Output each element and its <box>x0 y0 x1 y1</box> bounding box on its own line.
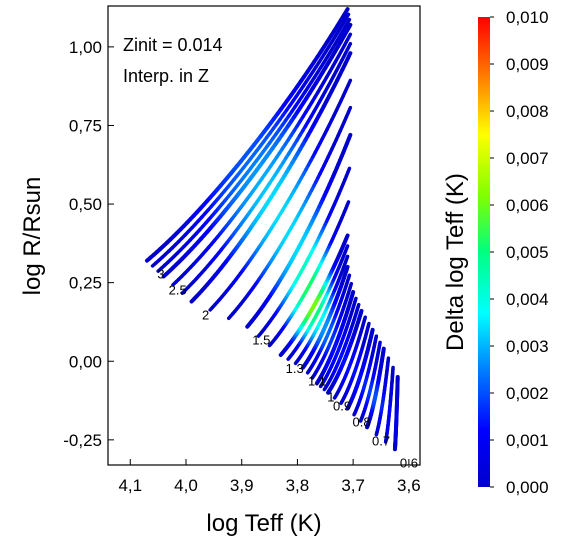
track-segment <box>344 264 350 272</box>
track-segment <box>344 17 352 27</box>
track-mass-label: 1.3 <box>286 361 304 376</box>
colorbar-tick-label: 0,001 <box>506 431 549 450</box>
x-tick-label: 4,0 <box>174 476 198 495</box>
colorbar-ticks: 0,000 0,001 0,002 0,003 0,004 0,005 0,006 0,007… <box>490 8 549 497</box>
x-tick-label: 3,8 <box>286 476 310 495</box>
track-segment <box>346 78 353 88</box>
x-axis-label: log Teff (K) <box>206 510 321 537</box>
track-segment <box>358 308 364 315</box>
track-mass-label: 1.5 <box>252 333 270 348</box>
track-mass-label: 2 <box>202 308 209 323</box>
colorbar-tick-label: 0,000 <box>506 478 549 497</box>
annotation-zinit: Zinit = 0.014 <box>123 35 223 55</box>
plot-frame <box>107 5 421 466</box>
colorbar-tick-label: 0,005 <box>506 243 549 262</box>
track-mass-label: 1 <box>327 389 334 404</box>
track-segment <box>350 290 356 297</box>
track-mass-label: 1.1 <box>308 374 326 389</box>
track-layer <box>145 7 400 452</box>
y-tick-label: 0,75 <box>69 116 102 135</box>
mass-labels: 3 2.5 2 1.5 1.3 1.110.90.80.7 0.6 <box>157 267 418 471</box>
track-segment <box>345 41 353 52</box>
track-mass-label: 2.5 <box>169 282 187 297</box>
track-segment <box>345 51 353 61</box>
colorbar-tick-label: 0,004 <box>506 290 549 309</box>
x-tick-label: 3,7 <box>341 476 365 495</box>
y-tick-label: -0,25 <box>63 431 102 450</box>
track-segment <box>345 32 353 42</box>
y-tick-label: 0,50 <box>69 195 102 214</box>
y-tick-label: 1,00 <box>69 38 102 57</box>
track-segment <box>344 254 350 261</box>
track-segment <box>344 233 350 241</box>
track-segment <box>346 132 353 142</box>
track-mass-label: 0.8 <box>353 414 371 429</box>
track-mass-label: 0.6 <box>400 455 418 470</box>
y-tick-label: 0,00 <box>69 352 102 371</box>
x-tick-label: 4,1 <box>118 476 142 495</box>
track-segment <box>345 22 353 33</box>
x-tick-label: 3,6 <box>397 476 421 495</box>
track-segment <box>353 296 358 303</box>
colorbar-tick-label: 0,009 <box>506 55 549 74</box>
track-segment <box>346 166 352 174</box>
track-segment <box>348 281 354 288</box>
x-tick-label: 3,9 <box>230 476 254 495</box>
x-axis: 4,1 4,0 3,9 3,8 3,7 3,6 <box>118 459 421 495</box>
colorbar-tick-label: 0,002 <box>506 384 549 403</box>
track-segment <box>356 302 361 309</box>
track-mass-label: 0.9 <box>333 399 351 414</box>
track-mass-label: 3 <box>157 267 164 282</box>
track-segment <box>344 244 350 251</box>
colorbar-tick-label: 0,003 <box>506 337 549 356</box>
colorbar-tick-label: 0,007 <box>506 149 549 168</box>
colorbar-label: Delta log Teff (K) <box>442 173 469 351</box>
track-segment <box>346 273 352 280</box>
track-segment <box>346 105 353 115</box>
y-axis-label: log R/Rsun <box>19 177 46 296</box>
annotation-interp: Interp. in Z <box>123 66 209 86</box>
y-tick-label: 0,25 <box>69 274 102 293</box>
track-mass-label: 0.7 <box>372 433 390 448</box>
track-segment <box>345 200 351 207</box>
colorbar-tick-label: 0,006 <box>506 196 549 215</box>
track-segment <box>343 12 351 22</box>
colorbar-tick-label: 0,008 <box>506 102 549 121</box>
track-segment <box>362 315 367 321</box>
colorbar-tick-label: 0,010 <box>506 8 549 27</box>
colorbar <box>478 17 490 487</box>
y-axis: -0,25 0,00 0,25 0,50 0,75 1,00 <box>63 38 114 450</box>
track-segment <box>342 7 350 17</box>
